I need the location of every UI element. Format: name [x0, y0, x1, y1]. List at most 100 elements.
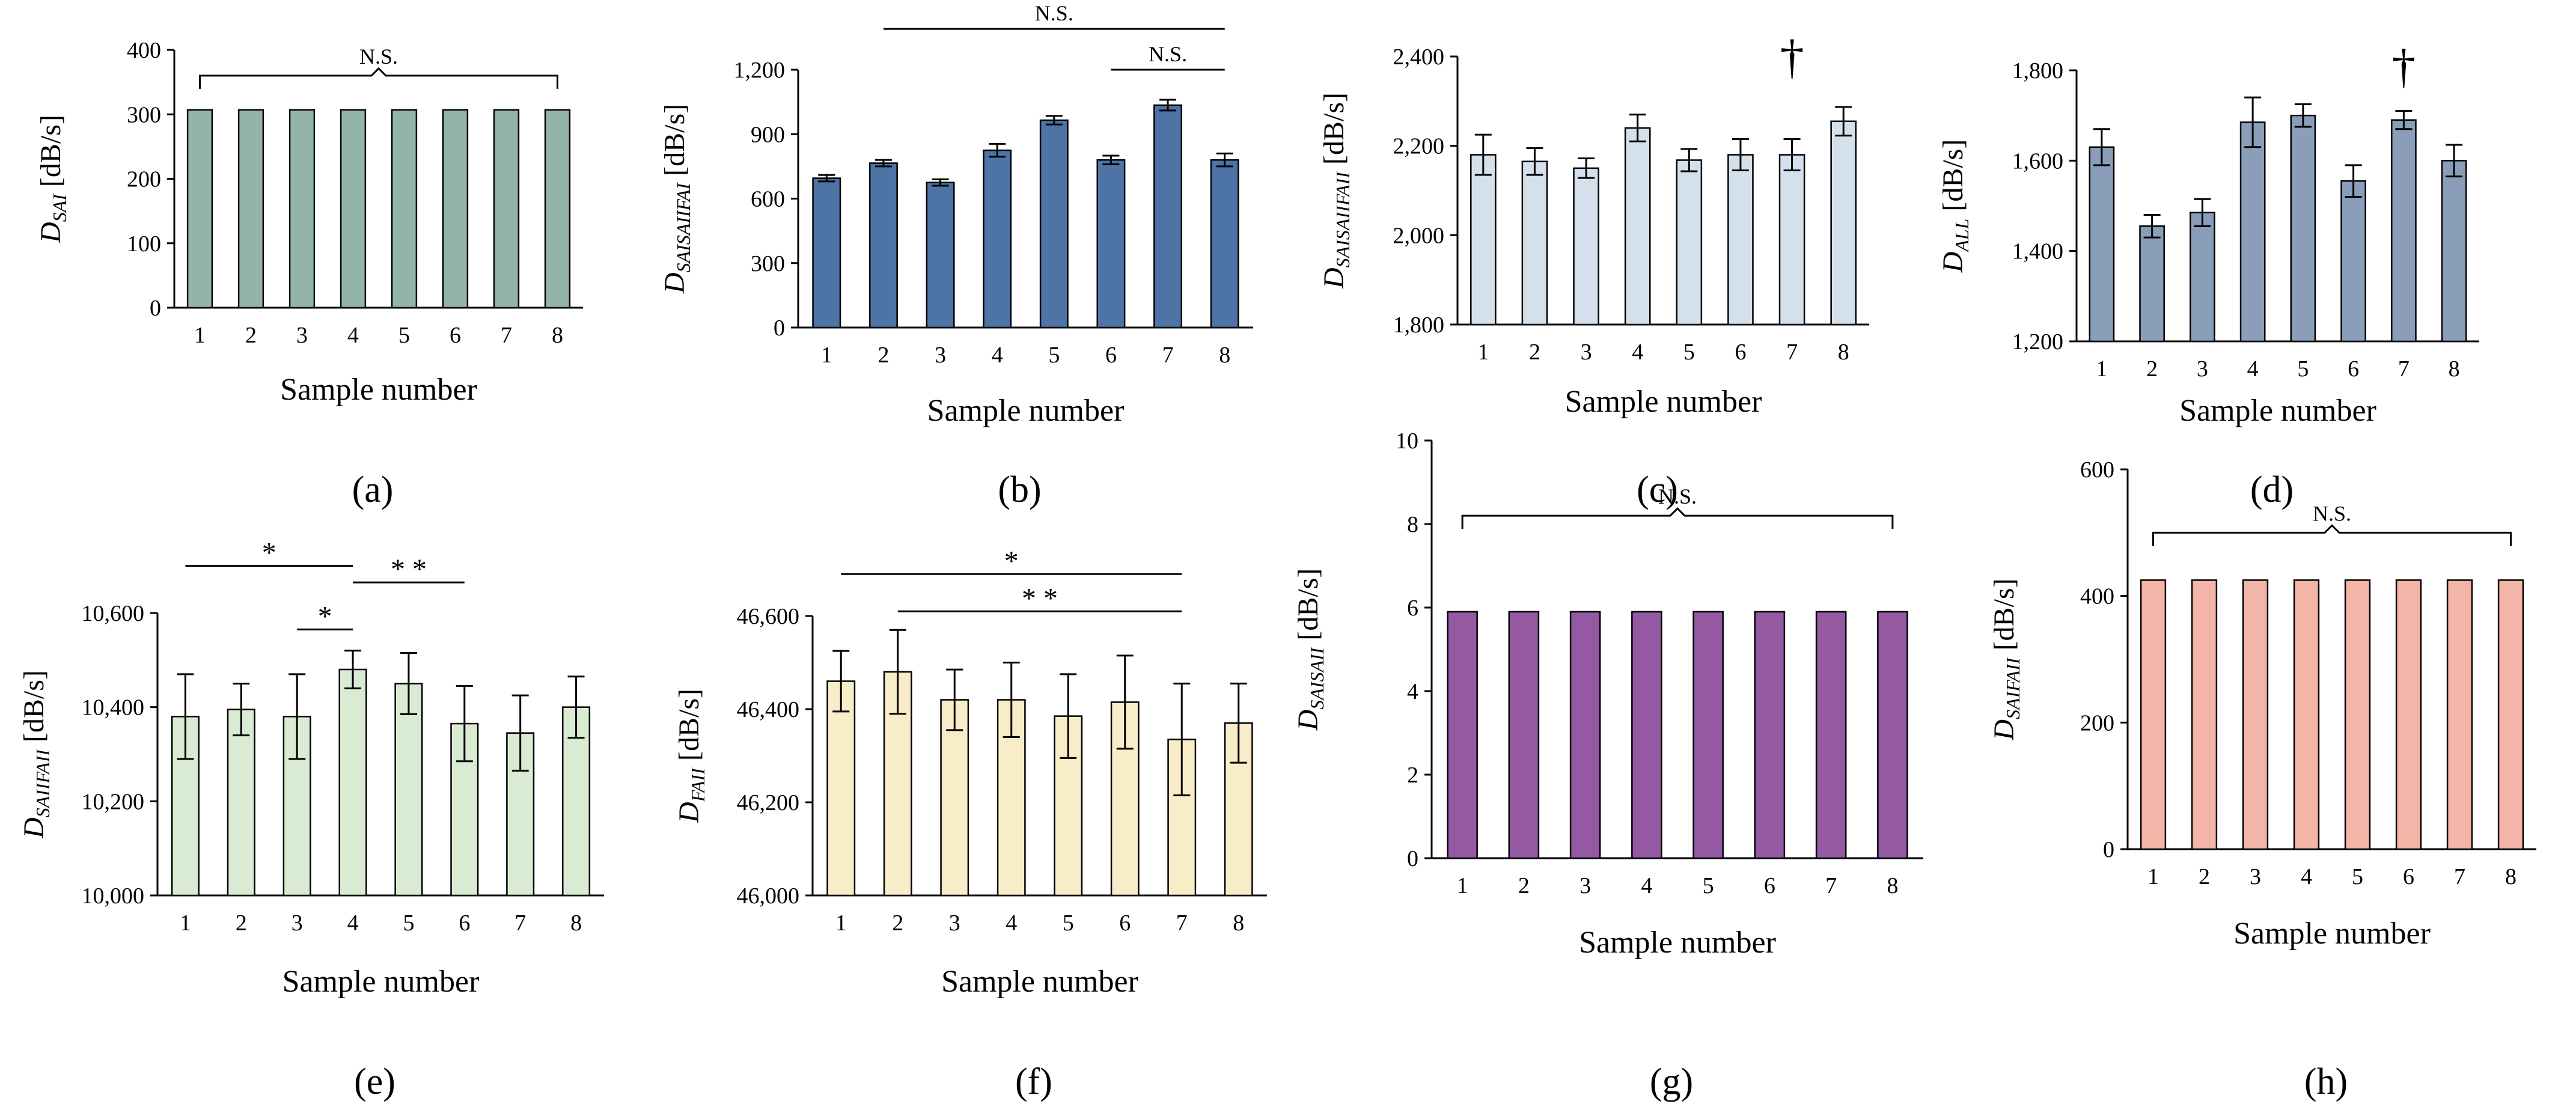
error-bar-sample-7 — [1173, 682, 1191, 796]
y-tick-label: 1,400 — [2012, 239, 2064, 264]
x-tick-label: 5 — [2297, 356, 2309, 382]
y-tick-label: 200 — [127, 167, 161, 192]
x-tick-label: 3 — [1579, 873, 1591, 898]
error-bar-sample-8 — [567, 675, 585, 739]
y-label-unit: [dB/s] — [659, 104, 691, 183]
x-tick-label: 1 — [821, 343, 832, 368]
x-tick-label: 4 — [992, 343, 1003, 368]
significance-text: * * — [1022, 582, 1058, 614]
annotation-1: N.S. — [1461, 484, 1894, 529]
bar-sample-3 — [926, 181, 955, 329]
significance-bracket — [199, 67, 558, 89]
bar-sample-1 — [1447, 611, 1478, 859]
chart-panel-a: 0 100 200 300 400 1 2 3 4 5 6 7 8 Sample number DSAI [… — [35, 38, 583, 510]
y-label-unit: [dB/s] — [18, 670, 50, 749]
x-tick-label: 7 — [1786, 340, 1798, 365]
y-tick-label: 2,000 — [1393, 223, 1445, 248]
bar-sample-4 — [983, 149, 1012, 329]
significance-text: * — [1004, 545, 1019, 577]
error-bar-sample-8 — [1230, 682, 1247, 764]
error-bar-sample-2 — [2143, 214, 2161, 239]
error-bar-sample-5 — [1060, 673, 1077, 759]
bar-sample-1 — [1470, 154, 1497, 326]
bar-sample-2 — [227, 709, 255, 897]
bar-sample-1 — [186, 109, 213, 309]
bar-sample-4 — [1624, 127, 1651, 326]
x-tick-label: 4 — [2247, 356, 2259, 382]
significance-bracket — [2152, 524, 2512, 546]
y-tick-label: 46,000 — [737, 883, 800, 909]
bar-sample-8 — [1224, 722, 1253, 897]
annotation-1: † — [2391, 40, 2416, 93]
panel-label: (a) — [352, 469, 394, 510]
error-bar-sample-1 — [2093, 128, 2110, 166]
x-tick-label: 5 — [1048, 343, 1060, 368]
x-tick-label: 1 — [180, 910, 191, 936]
y-tick-label: 0 — [150, 296, 161, 321]
error-bar-sample-6 — [1116, 654, 1134, 750]
error-bar-sample-8 — [2446, 144, 2463, 178]
y-label-unit: [dB/s] — [1292, 569, 1324, 648]
bar-sample-4 — [2293, 579, 2320, 850]
bar-sample-1 — [812, 177, 841, 329]
x-tick-label: 2 — [1529, 340, 1540, 365]
x-tick-label: 1 — [1477, 340, 1489, 365]
bar-sample-8 — [2441, 160, 2467, 343]
x-tick-label: 6 — [1735, 340, 1746, 365]
x-tick-label: 8 — [1233, 910, 1244, 936]
y-label-subscript: ALL — [1951, 219, 1973, 253]
significance-text: * — [318, 600, 332, 632]
x-tick-label: 6 — [2348, 356, 2359, 382]
dagger-mark: † — [2391, 40, 2416, 93]
error-bar-sample-5 — [2294, 103, 2312, 128]
x-tick-label: 6 — [1105, 343, 1117, 368]
x-tick-label: 4 — [1641, 873, 1652, 898]
significance-text: N.S. — [1658, 484, 1697, 508]
y-label-subscript: FAII — [687, 767, 709, 803]
bar-sample-5 — [1676, 159, 1703, 326]
panel-label: (c) — [1637, 469, 1678, 510]
error-bar-sample-4 — [2244, 96, 2262, 148]
error-bar-sample-3 — [1578, 157, 1595, 179]
chart-panel-c: 1,800 2,000 2,200 2,400 1 2 3 4 5 6 7 8 Sample numbe… — [1318, 31, 1869, 510]
x-axis-label: Sample number — [2233, 916, 2431, 951]
y-tick-label: 300 — [751, 251, 785, 276]
annotation-3: * * — [353, 553, 465, 585]
y-tick-label: 46,200 — [737, 790, 800, 816]
y-label-unit: [dB/s] — [35, 115, 67, 194]
error-bar-sample-4 — [1003, 662, 1020, 738]
x-tick-label: 5 — [1703, 873, 1714, 898]
error-bar-sample-1 — [1474, 133, 1492, 176]
x-tick-label: 5 — [1063, 910, 1074, 936]
y-axis-label: DFAII [dB/s] — [673, 689, 709, 823]
y-label-unit: [dB/s] — [1988, 578, 2020, 657]
y-tick-label: 10,000 — [82, 883, 145, 909]
bar-sample-2 — [2191, 579, 2218, 850]
significance-text: N.S. — [1149, 42, 1187, 66]
bar-sample-8 — [544, 109, 571, 309]
error-bar-sample-3 — [288, 673, 306, 760]
y-tick-label: 1,200 — [2012, 329, 2064, 355]
panel-label: (e) — [354, 1061, 395, 1102]
x-tick-label: 6 — [1764, 873, 1775, 898]
bar-sample-7 — [1153, 104, 1183, 329]
x-tick-label: 5 — [1683, 340, 1695, 365]
annotation-1: N.S. — [883, 1, 1225, 30]
bar-sample-5 — [2344, 579, 2371, 850]
error-bar-sample-8 — [1216, 152, 1233, 168]
bar-sample-4 — [1631, 611, 1662, 859]
x-tick-label: 3 — [2250, 864, 2261, 889]
x-tick-label: 4 — [1632, 340, 1643, 365]
x-tick-label: 2 — [245, 323, 257, 348]
y-tick-label: 46,400 — [737, 697, 800, 722]
significance-text: * * — [391, 553, 427, 585]
error-bar-sample-1 — [818, 174, 835, 183]
error-bar-sample-3 — [932, 178, 949, 187]
y-axis-label: DSAISAIIFAI [dB/s] — [659, 104, 694, 294]
x-tick-label: 2 — [892, 910, 903, 936]
x-tick-label: 6 — [2403, 864, 2414, 889]
x-tick-label: 3 — [296, 323, 308, 348]
bar-sample-8 — [1830, 120, 1857, 326]
bar-sample-1 — [2140, 579, 2167, 850]
